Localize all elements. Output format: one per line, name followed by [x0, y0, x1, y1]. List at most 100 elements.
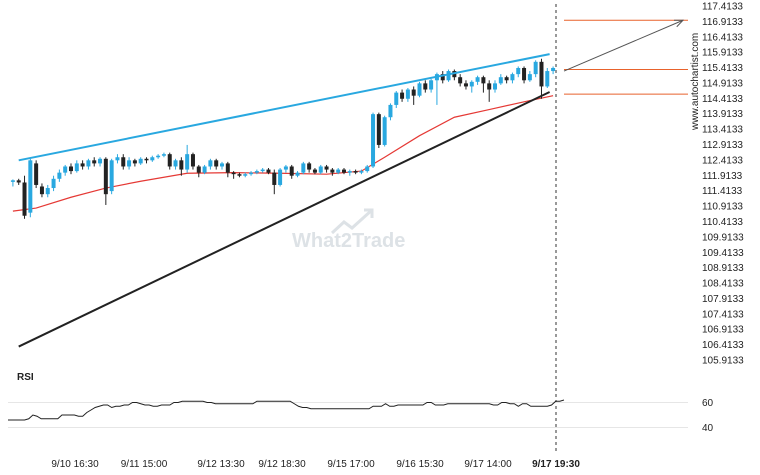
candle-down [487, 83, 492, 90]
candle-up [161, 154, 166, 156]
candle-down [504, 77, 509, 81]
candle-down [353, 171, 358, 173]
candle-down [179, 160, 184, 170]
candle-up [295, 172, 300, 176]
candle-up [57, 172, 62, 179]
y-tick-label: 108.4133 [702, 279, 744, 290]
candle-down [34, 163, 39, 185]
candle-up [278, 169, 283, 185]
y-tick-label: 113.4133 [702, 125, 743, 136]
candle-up [336, 169, 341, 173]
candle-up [365, 166, 370, 172]
y-tick-label: 115.9133 [702, 48, 743, 59]
y-tick-label: 114.9133 [702, 78, 743, 89]
candle-up [173, 160, 178, 167]
watermark: What2Trade [292, 208, 405, 252]
candle-down [196, 166, 201, 173]
candle-down [423, 83, 428, 90]
y-tick-label: 109.9133 [702, 232, 744, 243]
candle-down [463, 83, 468, 87]
y-tick-label: 108.9133 [702, 263, 744, 274]
candle-up [388, 104, 393, 118]
candle-up [493, 83, 498, 90]
projection-arrow-head [673, 19, 685, 28]
candle-up [394, 92, 399, 105]
candle-down [272, 172, 277, 185]
candle-up [516, 67, 521, 75]
rsi-tick-label: 40 [702, 423, 714, 434]
candle-up [10, 180, 15, 182]
candle-down [330, 169, 335, 173]
x-tick-label: 9/11 15:00 [121, 459, 168, 470]
candle-down [376, 114, 381, 145]
candle-up [127, 160, 132, 167]
candle-up [45, 188, 50, 195]
candle-down [92, 160, 97, 164]
candle-up [446, 71, 451, 81]
candle-up [98, 158, 103, 164]
candle-up [475, 77, 480, 82]
candle-down [144, 158, 149, 161]
candle-up [86, 160, 91, 167]
moving-average-layer [12, 95, 554, 212]
candle-up [382, 117, 387, 145]
candle-up [260, 169, 265, 172]
candle-down [522, 67, 527, 81]
candle-down [440, 74, 445, 81]
credit-text: www.autochartist.com [690, 33, 701, 131]
x-tick-label: 9/15 17:00 [327, 459, 375, 470]
watermark-arrow-head [364, 208, 374, 218]
candles-layer [10, 58, 556, 219]
y-tick-label: 106.9133 [702, 325, 744, 336]
candle-up [202, 166, 207, 173]
candle-down [103, 158, 108, 195]
candle-down [237, 174, 242, 176]
x-tick-label: 9/16 15:30 [396, 459, 444, 470]
candle-down [22, 182, 27, 216]
candle-up [301, 163, 306, 173]
x-axis: 9/10 16:30 9/11 15:00 9/12 13:30 9/12 18:30… [51, 459, 580, 470]
candle-up [498, 77, 503, 84]
support-trendline [18, 91, 551, 348]
candle-down [121, 157, 126, 167]
candle-up [115, 157, 120, 161]
rsi-panel: RSI 60 40 [8, 372, 714, 434]
moving-average-line [12, 95, 554, 212]
candle-up [551, 67, 556, 72]
candle-up [318, 166, 323, 173]
candle-down [80, 163, 85, 167]
candle-up [51, 178, 56, 189]
y-axis: 117.4133 116.9133 116.4133 115.9133 115.4133… [702, 2, 744, 367]
y-tick-label: 110.9133 [702, 202, 743, 213]
candle-down [266, 169, 271, 173]
y-tick-label: 105.9133 [702, 356, 744, 367]
candle-down [341, 169, 346, 173]
projection-arrow-line [563, 19, 684, 72]
candle-down [190, 154, 195, 167]
candle-up [74, 163, 79, 172]
candle-up [359, 171, 364, 173]
y-tick-label: 112.4133 [702, 155, 743, 166]
candle-up [283, 166, 288, 170]
y-tick-label: 111.9133 [702, 171, 743, 182]
pattern-lines-layer [18, 4, 688, 452]
rsi-label: RSI [17, 372, 34, 383]
candle-up [533, 61, 538, 75]
y-tick-label: 109.4133 [702, 248, 744, 259]
y-tick-label: 110.4133 [702, 217, 743, 228]
candle-down [400, 92, 405, 99]
candle-up [371, 114, 376, 167]
candle-up [63, 166, 68, 173]
candle-down [312, 169, 317, 173]
candle-down [214, 160, 219, 167]
candle-down [68, 166, 73, 172]
candle-up [510, 74, 515, 81]
y-tick-label: 107.4133 [702, 309, 744, 320]
rsi-tick-label: 60 [702, 398, 714, 409]
y-tick-label: 114.4133 [702, 94, 743, 105]
candle-down [324, 166, 329, 170]
candle-up [220, 163, 225, 167]
candle-down [167, 154, 172, 167]
candle-down [225, 163, 230, 173]
y-tick-label: 116.9133 [702, 17, 743, 28]
